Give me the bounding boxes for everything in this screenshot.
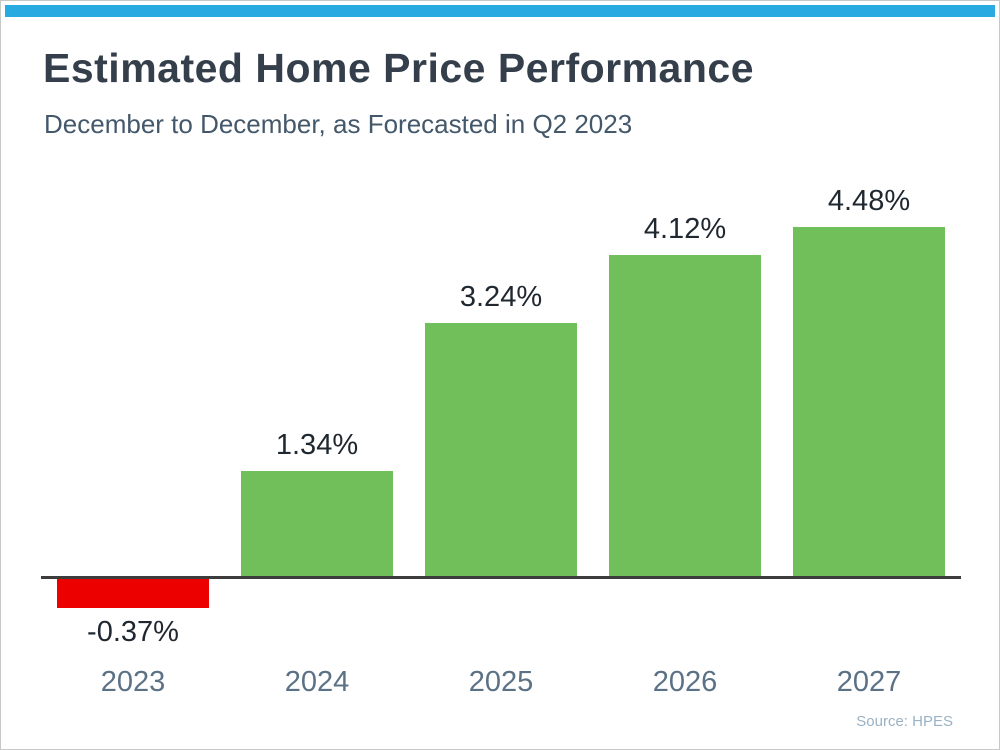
bar-2024 — [241, 471, 393, 576]
x-axis-line — [41, 576, 961, 579]
bar-value-label-2027: 4.48% — [827, 185, 911, 217]
x-axis-label-2025: 2025 — [468, 666, 534, 698]
x-axis-label-2027: 2027 — [836, 666, 902, 698]
bar-value-label-2025: 3.24% — [459, 281, 543, 313]
source-note: Source: HPES — [856, 713, 953, 730]
top-accent-bar — [5, 5, 995, 17]
x-axis-label-2024: 2024 — [284, 666, 350, 698]
x-axis-label-2026: 2026 — [652, 666, 718, 698]
bar-2026 — [609, 255, 761, 576]
bar-2023 — [57, 579, 209, 608]
x-axis-label-2023: 2023 — [100, 666, 166, 698]
x-axis: 2023 2024 2025 2026 2027 — [41, 666, 961, 699]
bar-2027 — [793, 227, 945, 576]
bar-chart-plot-area: -0.37% 1.34% 3.24% 4.12% 4.48% — [41, 156, 961, 661]
chart-subtitle: December to December, as Forecasted in Q… — [44, 109, 633, 139]
bar-value-label-2026: 4.12% — [643, 213, 727, 245]
bar-value-label-2023: -0.37% — [87, 616, 179, 648]
bar-2025 — [425, 323, 577, 576]
bar-value-label-2024: 1.34% — [275, 429, 359, 461]
chart-title: Estimated Home Price Performance — [43, 45, 754, 91]
